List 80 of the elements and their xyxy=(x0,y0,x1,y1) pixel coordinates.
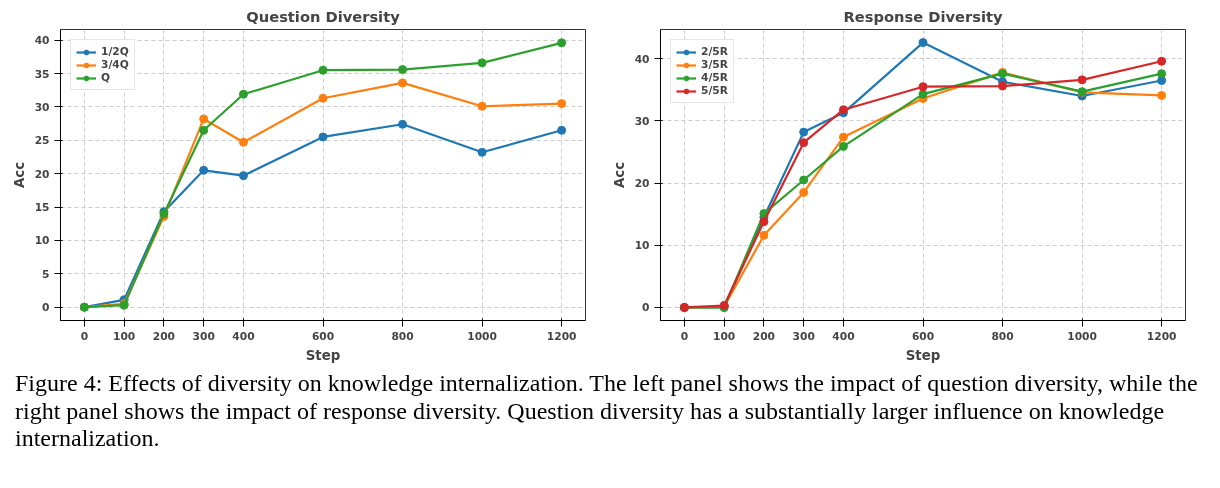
x-axis-title: Step xyxy=(305,347,341,363)
x-tick-label: 200 xyxy=(752,329,776,343)
point xyxy=(398,119,408,129)
point xyxy=(918,82,928,92)
point xyxy=(398,65,408,75)
x-tick-label: 800 xyxy=(391,329,414,343)
y-tick-label: 30 xyxy=(34,100,50,114)
y-tick-label: 0 xyxy=(42,301,50,315)
point xyxy=(477,147,487,157)
x-tick-label: 200 xyxy=(152,329,176,343)
legend-label: Q xyxy=(101,71,112,84)
point xyxy=(199,165,209,175)
point xyxy=(1077,75,1087,85)
y-tick-label: 0 xyxy=(642,301,650,315)
x-tick-label: 800 xyxy=(991,329,1014,343)
y-tick-label: 40 xyxy=(634,52,650,66)
point xyxy=(318,93,328,103)
y-axis-title: Acc xyxy=(11,161,27,189)
y-tick-label: 10 xyxy=(634,239,650,253)
y-tick-label: 10 xyxy=(34,234,50,248)
point xyxy=(477,101,487,111)
y-tick-label: 30 xyxy=(634,114,650,128)
x-tick-label: 600 xyxy=(311,329,335,343)
y-tick-label: 5 xyxy=(42,267,50,281)
point xyxy=(238,171,248,181)
y-tick-label: 35 xyxy=(34,67,50,81)
y-axis-title: Acc xyxy=(611,161,627,189)
point xyxy=(918,89,928,99)
point xyxy=(799,187,809,197)
chart-title: Question Diversity xyxy=(246,7,401,25)
y-tick-label: 25 xyxy=(34,134,50,148)
point xyxy=(838,141,848,151)
point xyxy=(238,89,248,99)
y-tick-label: 15 xyxy=(34,201,50,215)
legend-label: 4/5R xyxy=(701,71,728,84)
y-tick-label: 40 xyxy=(34,34,50,48)
point xyxy=(1157,90,1167,100)
point xyxy=(557,99,567,109)
point xyxy=(838,132,848,142)
point xyxy=(1157,56,1167,66)
x-tick-label: 0 xyxy=(80,329,89,343)
y-tick-label: 20 xyxy=(634,177,650,191)
point xyxy=(759,217,769,227)
point xyxy=(477,58,487,68)
point xyxy=(557,38,567,48)
x-axis-title: Step xyxy=(905,347,941,363)
point xyxy=(398,78,408,88)
x-tick-label: 400 xyxy=(232,329,255,343)
legend-label: 3/4Q xyxy=(101,58,129,71)
point xyxy=(557,125,567,135)
legend-label: 3/5R xyxy=(701,58,728,71)
x-tick-label: 1200 xyxy=(1146,329,1177,343)
caption: Figure 4: Effects of diversity on knowledge internalization. The left panel shows the impact of question diversity, while the right panel shows the impact of response diversity. Question diversity has a substantially larger influence on knowledge internalization. xyxy=(15,370,1199,453)
x-tick-label: 1000 xyxy=(467,329,497,343)
x-tick-label: 300 xyxy=(792,329,815,343)
x-tick-label: 0 xyxy=(680,329,689,343)
legend-label: 1/2Q xyxy=(101,45,129,58)
point xyxy=(918,38,928,48)
x-tick-label: 100 xyxy=(113,329,136,343)
x-tick-label: 1200 xyxy=(546,329,577,343)
point xyxy=(998,81,1008,91)
point xyxy=(199,125,209,135)
x-tick-label: 600 xyxy=(911,329,935,343)
point xyxy=(799,138,809,148)
chart-title: Response Diversity xyxy=(843,7,1003,25)
x-tick-label: 1000 xyxy=(1067,329,1097,343)
y-tick-label: 20 xyxy=(34,167,50,181)
point xyxy=(799,127,809,137)
x-tick-label: 300 xyxy=(192,329,215,343)
x-tick-label: 100 xyxy=(713,329,736,343)
point xyxy=(318,65,328,75)
point xyxy=(799,175,809,185)
legend-label: 2/5R xyxy=(701,45,728,58)
point xyxy=(318,132,328,142)
point xyxy=(238,137,248,147)
x-tick-label: 400 xyxy=(832,329,855,343)
point xyxy=(759,230,769,240)
point xyxy=(199,114,209,124)
legend-label: 5/5R xyxy=(701,84,728,97)
point xyxy=(1157,69,1167,79)
